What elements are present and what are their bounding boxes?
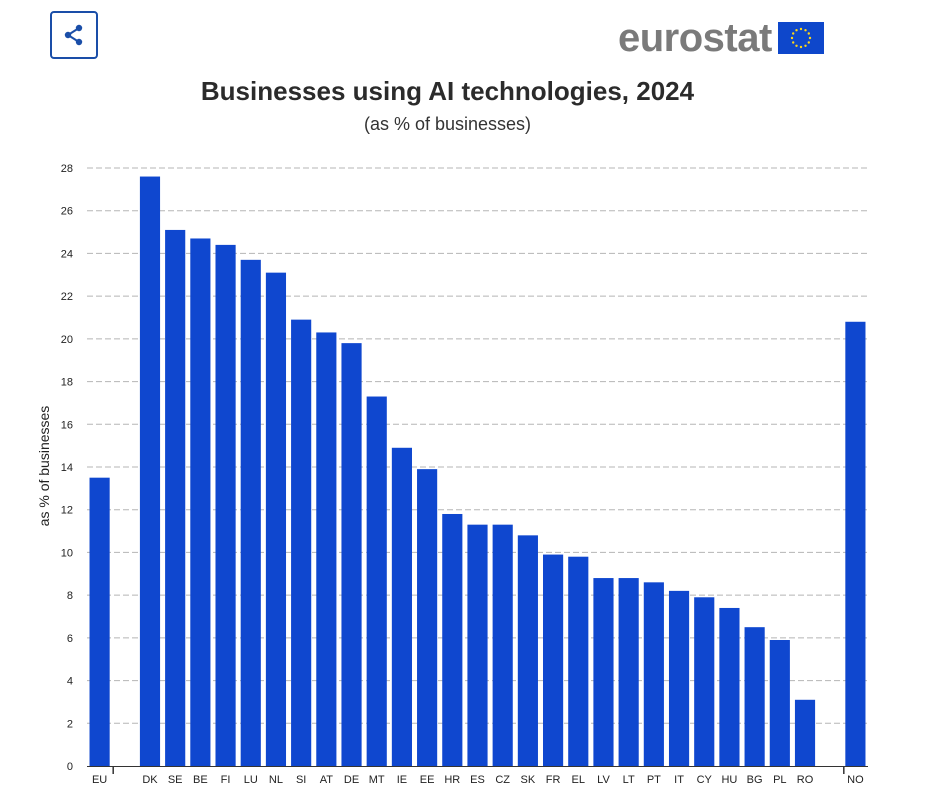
x-tick-label: RO	[797, 774, 814, 786]
flag-star	[804, 29, 807, 32]
x-tick-label: SI	[296, 774, 306, 786]
y-tick-label: 8	[67, 590, 73, 602]
bar-de	[341, 343, 362, 766]
x-tick-label: IE	[397, 774, 407, 786]
x-tick-label: BG	[747, 774, 763, 786]
bar-sk	[517, 535, 538, 766]
flag-star	[791, 32, 795, 35]
bar-lu	[240, 259, 261, 766]
x-tick-label: MT	[369, 774, 385, 786]
bar-mt	[366, 396, 387, 766]
bar-hu	[719, 607, 740, 766]
x-tick-label: NO	[847, 774, 864, 786]
y-tick-label: 24	[61, 248, 73, 260]
x-tick-label: HU	[721, 774, 737, 786]
bar-es	[467, 524, 488, 766]
flag-star	[804, 44, 807, 47]
flag-star	[807, 41, 810, 44]
bar-cy	[694, 597, 715, 766]
y-tick-label: 6	[67, 633, 73, 645]
flag-star	[799, 45, 803, 49]
bar-lt	[618, 578, 639, 766]
y-tick-label: 10	[61, 547, 73, 559]
bar-eu	[89, 477, 110, 766]
bar-dk	[139, 176, 161, 767]
x-tick-label: FR	[546, 774, 561, 786]
x-tick-label: CY	[697, 774, 713, 786]
y-tick-label: 26	[61, 206, 73, 218]
bar-pt	[643, 582, 664, 766]
x-tick-label: PT	[647, 774, 661, 786]
x-tick-label: BE	[193, 774, 208, 786]
x-tick-label: HR	[444, 774, 460, 786]
x-tick-label: LT	[623, 774, 635, 786]
bar-lv	[593, 578, 614, 766]
y-tick-label: 22	[61, 291, 73, 303]
flag-star	[795, 29, 798, 32]
bar-si	[291, 319, 312, 766]
x-tick-label: DE	[344, 774, 359, 786]
chart-subtitle: (as % of businesses)	[363, 114, 532, 134]
x-tick-label: LV	[597, 774, 610, 786]
eurostat-logo: eurostat	[618, 18, 824, 58]
x-tick-label: EL	[572, 774, 585, 786]
flag-star	[795, 44, 798, 47]
y-tick-label: 0	[67, 761, 73, 773]
bar-ie	[391, 447, 412, 766]
eu-flag-icon	[777, 22, 824, 54]
x-tick-label: IT	[674, 774, 684, 786]
y-tick-label: 20	[61, 334, 73, 346]
y-tick-label: 16	[61, 419, 73, 431]
x-tick-label: FI	[221, 774, 231, 786]
x-tick-label: DK	[142, 774, 158, 786]
bar-no	[845, 321, 866, 766]
share-button[interactable]	[50, 11, 98, 59]
flag-star	[799, 27, 803, 31]
bar-hr	[442, 513, 463, 766]
bar-ee	[417, 469, 438, 766]
flag-star	[807, 32, 810, 35]
x-tick-label: AT	[320, 774, 334, 786]
y-tick-label: 28	[61, 163, 73, 175]
bar-el	[568, 556, 589, 766]
x-tick-label: ES	[470, 774, 485, 786]
x-tick-label: SK	[521, 774, 536, 786]
x-tick-label: CZ	[495, 774, 510, 786]
flag-star	[791, 41, 795, 44]
bar-ro	[794, 699, 816, 766]
bar-be	[190, 238, 211, 766]
x-tick-label: LU	[244, 774, 258, 786]
share-icon	[64, 24, 83, 46]
bar-se	[165, 229, 186, 766]
y-tick-label: 14	[61, 462, 73, 474]
chart-title: Businesses using AI technologies, 2024	[200, 76, 695, 106]
y-tick-label: 18	[61, 377, 73, 389]
bar-cz	[492, 524, 513, 766]
x-tick-label: SE	[168, 774, 183, 786]
flag-star	[808, 36, 812, 40]
y-tick-label: 2	[67, 718, 73, 730]
bar-fi	[215, 244, 236, 766]
x-tick-label: EE	[420, 774, 435, 786]
y-tick-label: 12	[61, 505, 73, 517]
bar-nl	[265, 272, 287, 766]
x-tick-label: NL	[269, 774, 283, 786]
x-tick-label: PL	[773, 774, 786, 786]
bar-it	[668, 590, 690, 766]
logo-text: eurostat	[618, 16, 772, 60]
flag-star	[790, 36, 794, 40]
bar-fr	[543, 554, 564, 766]
bar-pl	[769, 639, 790, 766]
x-tick-label: EU	[92, 774, 107, 786]
bar-bg	[744, 627, 765, 766]
bar-at	[316, 332, 337, 766]
y-tick-label: 4	[67, 676, 73, 688]
